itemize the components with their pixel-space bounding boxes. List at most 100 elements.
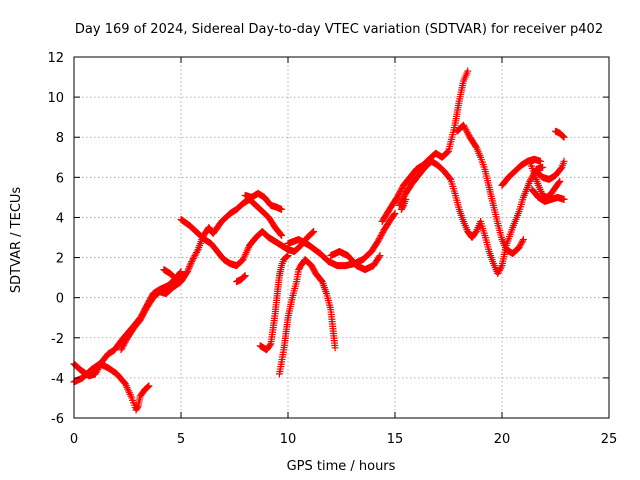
data-point [496, 265, 504, 273]
data-point [144, 383, 152, 391]
data-point [240, 273, 248, 281]
data-point [391, 209, 399, 217]
data-point [399, 203, 407, 211]
data-point [556, 177, 564, 185]
y-tick-label: -2 [51, 332, 64, 347]
data-point [560, 157, 568, 165]
data-point [460, 123, 468, 131]
series-track-10 [327, 248, 384, 274]
plot-frame [73, 56, 610, 419]
data-point [308, 229, 316, 237]
data-point [266, 341, 274, 349]
data-point [145, 382, 153, 390]
data-point [560, 133, 568, 141]
data-point [190, 253, 198, 261]
data-point [122, 337, 130, 345]
data-point [187, 259, 195, 267]
data-point [527, 174, 535, 182]
y-tick-label: 0 [56, 292, 64, 307]
data-point [133, 403, 141, 411]
data-point [191, 252, 199, 260]
data-point [93, 367, 101, 375]
series-track-19 [532, 157, 568, 183]
data-point [140, 310, 148, 318]
data-point [96, 361, 104, 369]
data-point [376, 233, 384, 241]
x-tick-label: 5 [177, 432, 185, 447]
series-track-9 [284, 209, 399, 270]
data-point [443, 149, 451, 157]
data-point [189, 255, 197, 263]
data-point [557, 164, 565, 172]
x-axis-label: GPS time / hours [287, 459, 396, 474]
y-tick-label: 8 [56, 131, 64, 146]
data-point [189, 256, 197, 264]
data-point [284, 252, 292, 260]
data-point [183, 268, 191, 276]
data-point [393, 193, 401, 201]
series-track-22 [233, 272, 249, 286]
data-point [117, 346, 125, 354]
data-point [375, 236, 383, 244]
data-point [444, 148, 452, 156]
y-axis-label: SDTVAR / TECUs [9, 187, 24, 294]
y-axis-ticks: -6 -4 -2 0 2 4 6 8 10 12 [47, 51, 609, 427]
data-point [193, 249, 201, 257]
chart-title: Day 169 of 2024, Sidereal Day-to-day VTE… [75, 22, 603, 37]
data-point [278, 231, 286, 239]
data-point [464, 130, 472, 138]
data-point [463, 127, 471, 135]
data-point [121, 338, 129, 346]
x-axis-ticks: 0 5 10 15 20 25 [70, 57, 617, 447]
data-point [446, 174, 454, 182]
y-tick-label: 12 [47, 51, 64, 66]
y-tick-label: 6 [56, 171, 64, 186]
x-tick-label: 20 [494, 432, 511, 447]
data-point [192, 250, 200, 258]
data-point [471, 229, 479, 237]
data-point [397, 186, 405, 194]
data-point [241, 272, 249, 280]
data-point [283, 252, 291, 260]
data-point [526, 177, 534, 185]
data-point [464, 67, 472, 75]
data-point [139, 311, 147, 319]
data-point [462, 126, 470, 134]
data-point [519, 237, 527, 245]
data-point [402, 195, 410, 203]
data-point [400, 192, 408, 200]
data-point [375, 253, 383, 261]
grid-lines [74, 57, 609, 418]
data-point [193, 247, 201, 255]
data-point [119, 343, 127, 351]
data-point [94, 365, 102, 373]
series-track-7 [256, 252, 292, 354]
data-point [396, 189, 404, 197]
series-track-18 [528, 185, 568, 205]
data-point [495, 268, 503, 276]
series-track-13 [447, 175, 485, 241]
data-point [186, 261, 194, 269]
data-point [379, 228, 387, 236]
data-point [537, 157, 545, 165]
data-point [120, 340, 128, 348]
data-point [118, 344, 126, 352]
series-track-21 [160, 266, 187, 284]
data-point [310, 227, 318, 235]
data-point [374, 238, 382, 246]
y-tick-label: -6 [51, 412, 64, 427]
data-point [461, 124, 469, 132]
data-point [188, 258, 196, 266]
data-point [138, 313, 146, 321]
data-point [497, 263, 505, 271]
data-point [559, 132, 567, 140]
data-point [309, 228, 317, 236]
y-tick-label: 4 [56, 211, 64, 226]
y-tick-label: -4 [51, 372, 64, 387]
data-point [95, 362, 103, 370]
data-point [186, 263, 194, 271]
x-tick-label: 10 [280, 432, 297, 447]
data-point [136, 316, 144, 324]
data-point [91, 370, 99, 378]
